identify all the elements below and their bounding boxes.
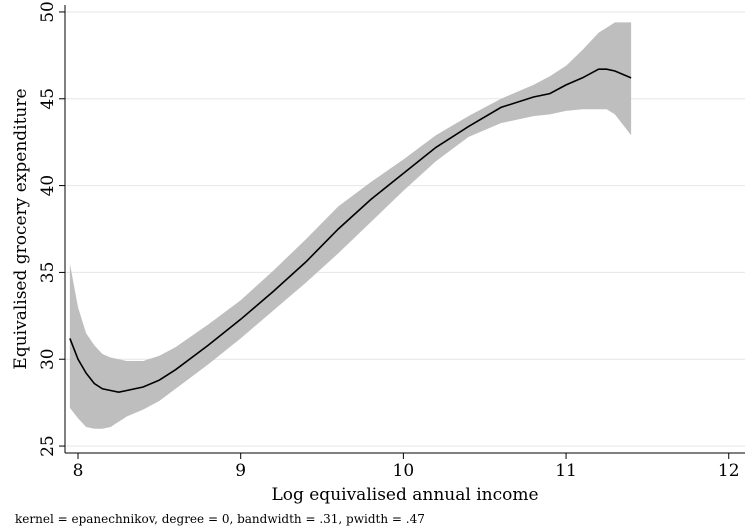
x-tick-label: 10 [393,461,415,481]
chart-note: kernel = epanechnikov, degree = 0, bandw… [15,512,425,526]
x-axis-title: Log equivalised annual income [271,485,538,505]
y-tick-label: 35 [38,262,58,284]
y-axis-title: Equivalised grocery expenditure [11,88,31,369]
y-axis-ticks: 25 30 35 40 45 50 [38,1,65,457]
y-tick-label: 30 [38,348,58,370]
y-tick-label: 45 [38,88,58,110]
y-tick-label: 25 [38,435,58,457]
axes [64,5,745,454]
x-tick-label: 12 [718,461,740,481]
confidence-band [69,22,632,429]
x-tick-label: 11 [555,461,577,481]
x-tick-label: 9 [235,461,246,481]
x-axis-ticks: 8 9 10 11 12 [73,453,740,481]
y-tick-label: 50 [38,1,58,23]
y-tick-label: 40 [38,175,58,197]
x-tick-label: 8 [73,461,84,481]
fitted-line [69,68,632,394]
